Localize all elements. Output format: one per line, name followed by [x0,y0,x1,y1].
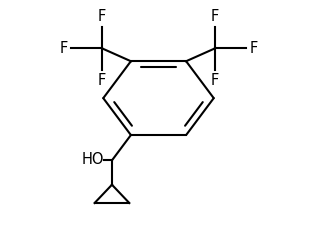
Text: F: F [211,9,219,24]
Text: F: F [211,73,219,88]
Text: F: F [249,41,257,56]
Text: F: F [98,73,106,88]
Text: F: F [98,9,106,24]
Text: HO: HO [81,152,104,167]
Text: F: F [60,41,68,56]
